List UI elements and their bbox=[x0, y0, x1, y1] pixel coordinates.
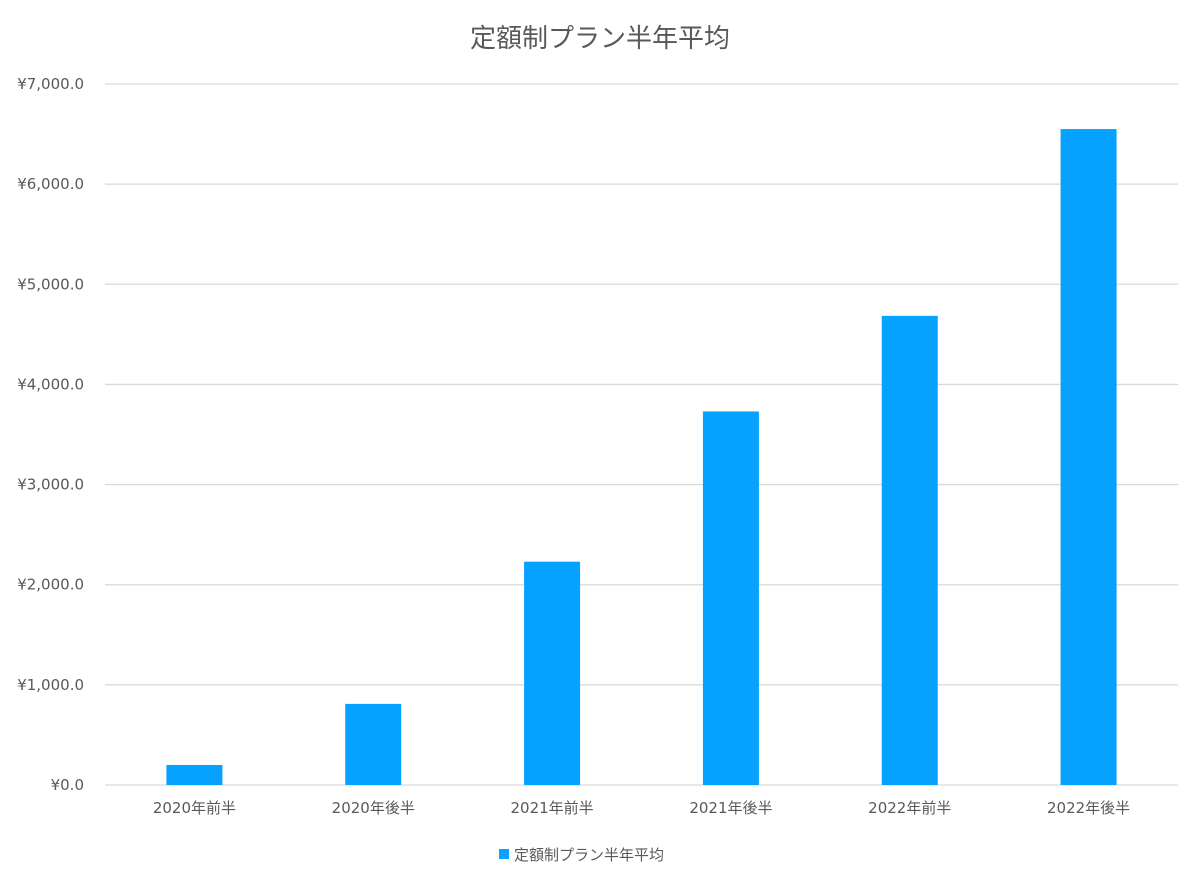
x-tick-label: 2020年後半 bbox=[332, 799, 415, 817]
y-tick-label: ¥5,000.0 bbox=[17, 275, 84, 293]
legend-swatch bbox=[499, 849, 509, 859]
y-tick-label: ¥0.0 bbox=[51, 776, 84, 794]
y-axis: ¥0.0 ¥1,000.0 ¥2,000.0 ¥3,000.0 ¥4,000.0 ¥5,0… bbox=[17, 75, 84, 794]
y-tick-label: ¥3,000.0 bbox=[17, 476, 84, 494]
x-axis: 2020年前半 2020年後半 2021年前半 2021年後半 2022年前半 2022年… bbox=[153, 799, 1130, 817]
y-tick-label: ¥7,000.0 bbox=[17, 75, 84, 93]
x-tick-label: 2021年後半 bbox=[689, 799, 772, 817]
x-tick-label: 2022年後半 bbox=[1047, 799, 1130, 817]
gridlines bbox=[105, 83, 1178, 786]
x-tick-label: 2020年前半 bbox=[153, 799, 236, 817]
legend: 定額制プラン半年平均 bbox=[499, 846, 664, 864]
bar bbox=[524, 561, 581, 785]
bar bbox=[345, 703, 402, 785]
legend-label: 定額制プラン半年平均 bbox=[514, 846, 664, 864]
x-tick-label: 2022年前半 bbox=[868, 799, 951, 817]
bar-series bbox=[166, 129, 1117, 786]
bar bbox=[702, 411, 759, 785]
x-tick-label: 2021年前半 bbox=[510, 799, 593, 817]
chart-title: 定額制プラン半年平均 bbox=[470, 24, 730, 54]
y-tick-label: ¥1,000.0 bbox=[17, 676, 84, 694]
bar bbox=[881, 315, 938, 785]
y-tick-label: ¥6,000.0 bbox=[17, 175, 84, 193]
bar bbox=[166, 764, 223, 785]
bar bbox=[1060, 129, 1117, 786]
y-tick-label: ¥2,000.0 bbox=[17, 576, 84, 594]
y-tick-label: ¥4,000.0 bbox=[17, 375, 84, 393]
